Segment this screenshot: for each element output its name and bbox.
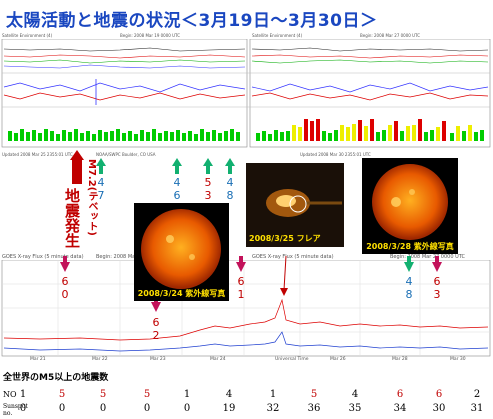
lower-num-4-bottom: 3 [433,288,441,301]
page-title: 太陽活動と地震の状況＜3月19日〜3月30日＞ [6,11,378,31]
xray-day-8: Mar 28 [392,357,408,362]
arrow-num-4-bottom: 8 [226,189,234,202]
row-label-no: NO [3,390,17,399]
xray-day-1: Mar 21 [30,357,46,362]
table-cell: 36 [307,403,321,414]
table-cell: 5 [58,389,66,400]
table-cell: 0 [19,403,27,414]
flare-graphic [266,189,342,217]
table-cell: 0 [183,403,191,414]
table-cell: 6 [435,389,443,400]
xray-day-2: Mar 22 [92,357,108,362]
table-cell: 0 [143,403,151,414]
table-cell: 2 [473,389,481,400]
quake-label: 地震発生 [63,188,81,248]
lower-num-2-top: 6 [237,275,245,288]
table-cell: 5 [143,389,151,400]
plot-header-right-1: Satellite Environment (4) [252,33,303,38]
table-cell: 31 [470,403,484,414]
plot-footer-right: Updated 2008 Mar 30 2355:01 UTC [300,152,371,157]
sun-disk-2 [372,164,448,240]
table-cell: 19 [222,403,236,414]
plot-header-left-1: Satellite Environment (4) [2,33,53,38]
sun-disk-1 [141,209,221,289]
lower-num-1-bottom: 0 [61,288,69,301]
arrow-num-2-bottom: 6 [173,189,181,202]
xray-day-6: Mar 26 [330,357,346,362]
lower-num-3-bottom: 8 [405,288,413,301]
xray-day-10: Mar 30 [450,357,466,362]
arrow-num-3-top: 5 [204,176,212,189]
table-cell: 32 [266,403,280,414]
table-cell: 4 [351,389,359,400]
quake-table: 全世界のM5以上の地震数 NO 1 5 5 5 1 4 1 5 4 6 6 2 … [0,370,493,419]
arrow-num-1-bottom: 7 [97,189,105,202]
plot-footer-mid: NOAA/SWPC Boulder, CO USA [96,152,156,157]
lower-num-2-bottom: 1 [237,288,245,301]
table-cell: 0 [58,403,66,414]
sun-photo-0324: 2008/3/24 紫外線写真 [134,203,229,301]
photo-caption-3: 2008/3/28 紫外線写真 [366,242,454,251]
table-cell: 30 [432,403,446,414]
arrow-num-1-top: 4 [97,176,105,189]
table-cell: 1 [183,389,191,400]
xray-flux-plot: GOES X-ray Flux (5 minute data) Begin: 2… [0,253,493,370]
photo-caption-1: 2008/3/24 紫外線写真 [137,289,226,298]
xray-day-3: Mar 23 [150,357,166,362]
xray-xaxis: Universal Time [275,357,309,362]
arrow-num-3-bottom: 3 [204,189,212,202]
table-cell: 1 [269,389,277,400]
arrow-num-4-top: 4 [226,176,234,189]
sun-photo-0328: 2008/3/28 紫外線写真 [362,158,458,254]
xray-label-3: GOES X-ray Flux (5 minute data) [252,254,334,260]
satellite-plot-graphic [1,39,491,148]
table-cell: 34 [393,403,407,414]
table-heading: 全世界のM5以上の地震数 [3,373,109,383]
mid-num-top: 6 [152,316,160,329]
photo-caption-2: 2008/3/25 フレア [249,234,321,243]
mid-num-bottom: 2 [152,329,160,342]
satellite-environment-plots: Satellite Environment (4) Begin: 2008 Ma… [0,33,493,151]
lower-num-3-top: 4 [405,275,413,288]
table-cell: 0 [99,403,107,414]
plot-header-right-2: Begin: 2008 Mar 27 0000 UTC [360,33,421,38]
plot-footer-left: Updated 2008 Mar 25 2355:01 UTC [2,152,73,157]
table-cell: 1 [19,389,27,400]
flare-photo-0325: 2008/3/25 フレア [246,163,344,247]
lower-num-4-top: 6 [433,275,441,288]
xray-label-2: Begin: 2008 Mar 21 0000 UTC [96,254,171,260]
table-cell: 35 [348,403,362,414]
table-row-sunspot: Sunspot no. 0 0 0 0 0 19 32 36 35 34 30 … [0,403,493,417]
row-label-sunspot: Sunspot no. [3,403,28,417]
table-cell: 5 [310,389,318,400]
table-row-no: NO 1 5 5 5 1 4 1 5 4 6 6 2 [0,389,493,403]
lower-num-1-top: 6 [61,275,69,288]
plot-header-left-2: Begin: 2008 Mar 19 0000 UTC [120,33,181,38]
table-cell: 6 [396,389,404,400]
table-cell: 5 [99,389,107,400]
m-label: M7.2(テベット) [86,159,97,236]
xray-label-4: Begin: 2008 Mar 27 0000 UTC [390,254,466,260]
xray-label-1: GOES X-ray Flux (5 minute data) [2,254,84,260]
xray-day-4: Mar 24 [210,357,226,362]
arrow-num-2-top: 4 [173,176,181,189]
table-cell: 4 [225,389,233,400]
